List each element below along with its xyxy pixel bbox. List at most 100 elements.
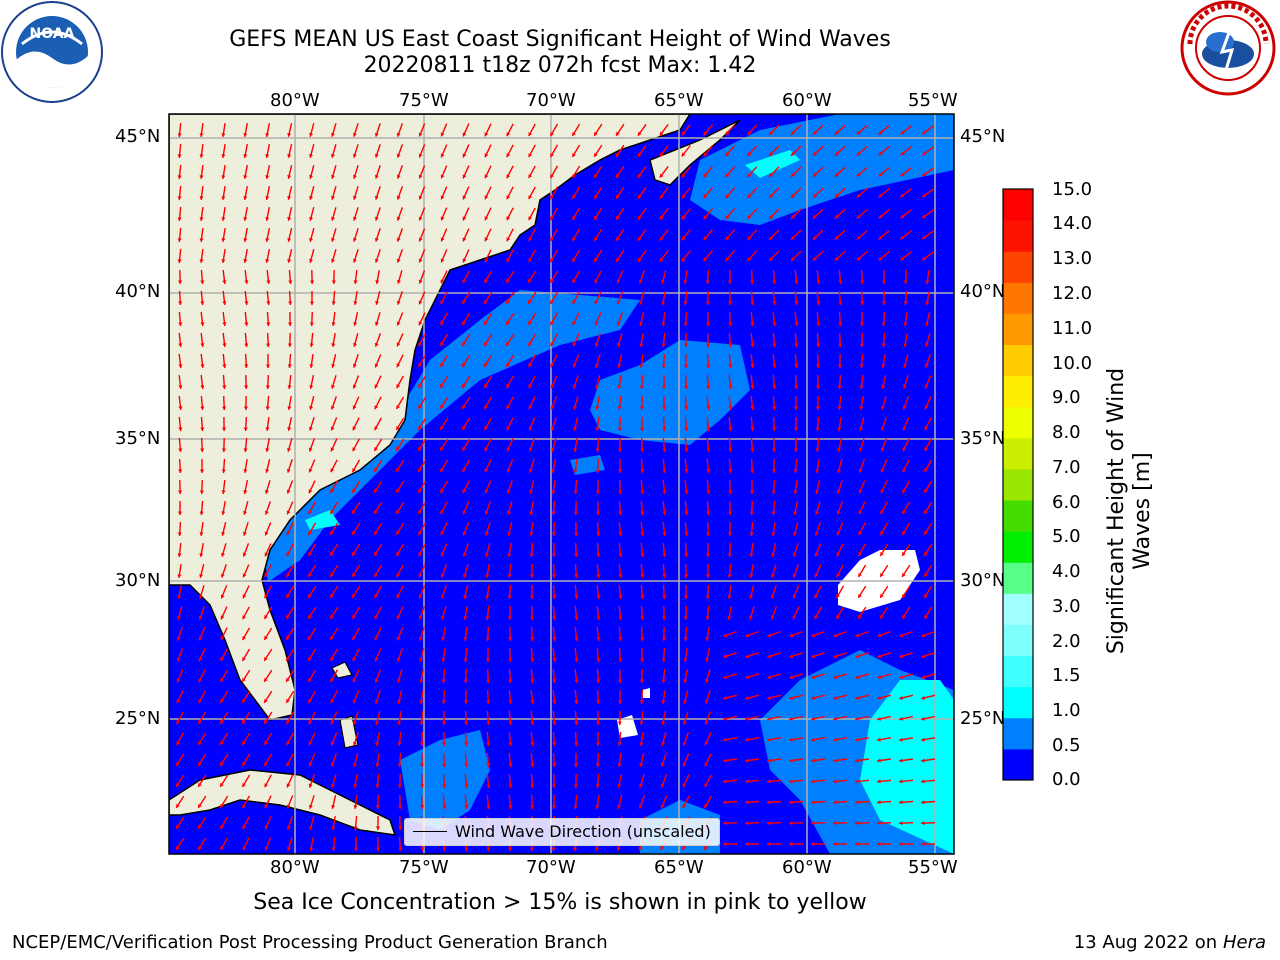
wave-arrow-head — [309, 153, 314, 158]
wave-arrow-head — [396, 195, 401, 200]
wave-arrow-head — [198, 740, 202, 745]
wave-arrow-head — [330, 530, 334, 535]
wave-arrow-head — [616, 279, 621, 284]
wave-arrow-head — [749, 532, 754, 536]
wave-arrow-head — [308, 468, 313, 473]
wave-arrow-head — [550, 363, 555, 368]
wave-arrow-head — [178, 448, 183, 452]
wave-arrow-head — [815, 510, 819, 515]
wave-arrow-head — [745, 675, 750, 679]
colorbar-tick-label: 14.0 — [1052, 213, 1093, 234]
wave-arrow-head — [900, 256, 905, 261]
wave-arrow-head — [750, 364, 755, 368]
colorbar-title: Significant Height of Wind Waves [m] — [1104, 367, 1155, 655]
wave-arrow-head — [528, 405, 533, 410]
wave-arrow-head — [265, 385, 270, 389]
wave-arrow-head — [374, 678, 379, 683]
wave-arrow-head — [573, 448, 578, 452]
wave-arrow-head — [745, 841, 749, 847]
wave-arrow-head — [902, 593, 906, 598]
wave-arrow-head — [308, 699, 312, 704]
wave-arrow-head — [833, 675, 838, 679]
wave-arrow-head — [594, 194, 598, 199]
wave-arrow-head — [661, 721, 666, 725]
wave-arrow-head — [816, 301, 821, 305]
wave-arrow-head — [374, 657, 379, 662]
wave-arrow-head — [486, 721, 491, 725]
wave-arrow-head — [418, 174, 423, 179]
wave-arrow-head — [836, 594, 840, 599]
wave-arrow-head — [814, 594, 819, 599]
wave-arrow-head — [574, 595, 579, 599]
wave-arrow-head — [683, 616, 688, 620]
wave-arrow-head — [684, 490, 689, 494]
wave-arrow-head — [331, 195, 335, 200]
wave-arrow-head — [552, 637, 557, 641]
wave-arrow-head — [198, 782, 202, 787]
wave-arrow-head — [594, 152, 598, 157]
wave-arrow-head — [616, 215, 620, 220]
wave-arrow-head — [880, 468, 885, 473]
wave-arrow-head — [749, 574, 754, 578]
wave-arrow-head — [309, 237, 314, 242]
wave-arrow-head — [200, 280, 205, 284]
wave-arrow-head — [860, 301, 865, 305]
wave-arrow-head — [484, 341, 488, 346]
wave-arrow-head — [572, 279, 576, 283]
wave-arrow-head — [529, 511, 534, 515]
colorbar-cell — [1003, 531, 1033, 563]
wave-arrow-head — [637, 236, 642, 241]
wave-arrow-head — [462, 216, 467, 221]
wave-arrow-head — [772, 385, 777, 389]
wave-arrow-head — [705, 595, 710, 599]
wave-arrow-head — [750, 280, 755, 284]
wave-arrow-head — [177, 532, 182, 536]
wave-arrow-head — [640, 595, 645, 599]
wave-arrow-head — [617, 406, 622, 410]
wave-arrow-head — [243, 175, 248, 179]
wave-arrow-head — [265, 489, 269, 494]
wave-arrow-head — [747, 257, 752, 262]
wave-arrow-head — [725, 236, 730, 241]
wave-arrow-head — [353, 342, 358, 347]
wave-arrow-head — [703, 257, 708, 262]
wave-arrow-head — [661, 700, 666, 704]
wave-arrow-head — [681, 194, 686, 199]
wave-arrow-head — [683, 679, 688, 683]
wave-arrow-head — [353, 322, 358, 326]
wave-arrow-head — [484, 237, 489, 242]
wave-arrow-head — [287, 259, 292, 263]
wave-arrow-head — [574, 721, 579, 725]
wave-arrow-head — [552, 700, 557, 704]
wave-arrow-head — [243, 531, 247, 536]
wave-arrow-head — [855, 758, 859, 763]
chart-title: GEFS MEAN US East Coast Significant Heig… — [229, 27, 891, 52]
map-frame — [168, 113, 955, 855]
wave-arrow-head — [486, 742, 491, 746]
wave-arrow-head — [528, 153, 533, 158]
wave-arrow-head — [309, 132, 314, 137]
wave-arrow-head — [855, 675, 860, 679]
wave-arrow-head — [199, 553, 204, 557]
wave-arrow-head — [662, 469, 667, 473]
wave-arrow-head — [728, 322, 733, 326]
wave-arrow-head — [750, 301, 755, 305]
wave-arrow-head — [176, 636, 181, 641]
wave-arrow-head — [772, 364, 777, 368]
wave-arrow-head — [374, 405, 379, 410]
wave-arrow-head — [596, 637, 601, 641]
wave-arrow-head — [330, 489, 335, 494]
wave-arrow-head — [528, 447, 533, 452]
wave-arrow-head — [811, 758, 815, 763]
wave-arrow-head — [794, 406, 799, 410]
wave-arrow-head — [837, 448, 842, 452]
wave-arrow-head — [727, 595, 732, 599]
wave-arrow-head — [177, 574, 182, 578]
wave-arrow-head — [811, 779, 815, 784]
wave-arrow-head — [442, 784, 447, 788]
wave-arrow-head — [177, 196, 182, 200]
wave-arrow-head — [331, 364, 336, 368]
lon-label-bottom: 75°W — [399, 857, 449, 878]
wave-arrow-head — [772, 301, 777, 305]
lat-label-right: 40°N — [960, 281, 1006, 302]
